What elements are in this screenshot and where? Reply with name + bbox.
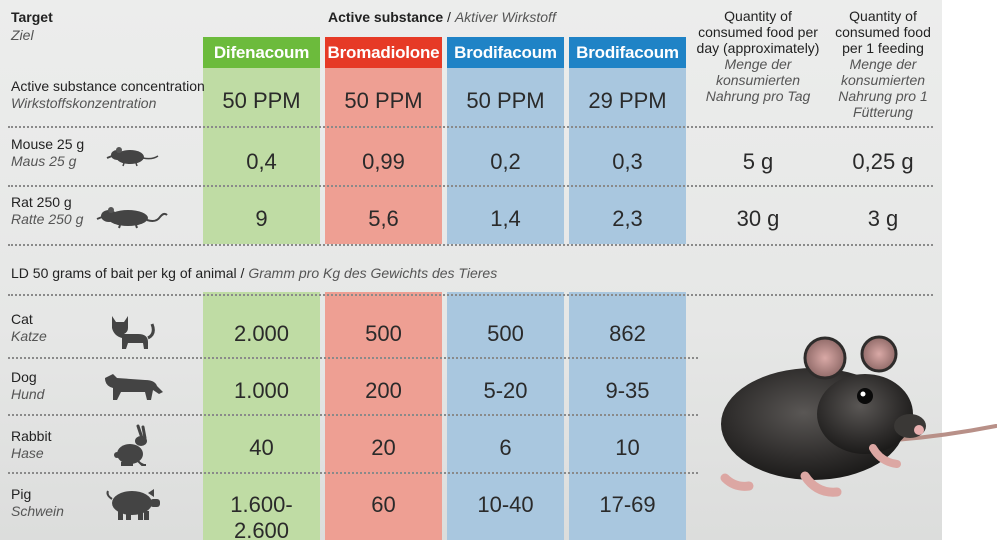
pig-label-en: Pig <box>11 486 32 502</box>
concentration-difenacoum: 50 PPM <box>222 88 301 113</box>
qty-per-feeding-en: Quantity of consumed food per 1 feeding <box>835 8 931 56</box>
rat-difenacoum: 9 <box>255 206 268 231</box>
cat-difenacoum: 2.000 <box>233 321 290 346</box>
cat-label-en: Cat <box>11 311 33 327</box>
cat-icon <box>112 316 155 349</box>
concentration-label-en: Active substance concentration <box>11 78 205 94</box>
mouse-bromadiolone: 0,99 <box>362 149 405 174</box>
difenacoum-column-upper <box>203 68 320 244</box>
rabbit-label: Rabbit Hase <box>11 428 51 462</box>
pig-brodifacoum-50: 10-40 <box>477 492 534 517</box>
dog-icon <box>105 374 163 400</box>
concentration-brodifacoum-50: 50 PPM <box>466 88 545 113</box>
dog-label-de: Hund <box>11 386 45 402</box>
bromadiolone-column-upper <box>325 68 442 244</box>
row-divider <box>8 244 933 246</box>
substance-pill-bromadiolone: Bromadiolone <box>325 37 442 68</box>
rabbit-icon <box>114 424 147 466</box>
substance-heading-de: Aktiver Wirkstoff <box>454 9 556 25</box>
row-divider <box>8 185 933 187</box>
mouse-per-feeding: 0,25 g <box>852 149 914 174</box>
bromadiolone-column-lower <box>325 292 442 540</box>
rat-brodifacoum-50: 1,4 <box>490 206 521 231</box>
rabbit-difenacoum: 40 <box>249 435 274 460</box>
substance-heading: Active substance / Aktiver Wirkstoff <box>328 9 556 25</box>
concentration-label-de: Wirkstoffskonzentration <box>11 95 157 111</box>
dog-difenacoum: 1.000 <box>233 378 290 403</box>
pig-brodifacoum-29: 17-69 <box>599 492 656 517</box>
rat-per-day: 30 g <box>736 206 780 231</box>
cat-bromadiolone: 500 <box>365 321 402 346</box>
target-heading-de: Ziel <box>11 27 34 43</box>
poison-table-sheet: Target Ziel Active substance / Aktiver W… <box>0 0 942 540</box>
ld50-heading: LD 50 grams of bait per kg of animal / G… <box>11 265 497 281</box>
row-divider <box>8 414 698 416</box>
cat-label-de: Katze <box>11 328 47 344</box>
rat-photo-icon <box>720 335 997 497</box>
cat-brodifacoum-29: 862 <box>609 321 646 346</box>
concentration-bromadiolone: 50 PPM <box>344 88 423 113</box>
substance-pill-brodifacoum-29: Brodifacoum <box>569 37 686 68</box>
rat-label-de: Ratte 250 g <box>11 211 84 227</box>
concentration-brodifacoum-29: 29 PPM <box>588 88 667 113</box>
mouse-brodifacoum-29: 0,3 <box>612 149 643 174</box>
target-heading: Target <box>11 9 53 25</box>
cat-brodifacoum-50: 500 <box>487 321 524 346</box>
dog-bromadiolone: 200 <box>365 378 402 403</box>
mouse-brodifacoum-50: 0,2 <box>490 149 521 174</box>
rat-label-en: Rat 250 g <box>11 194 72 210</box>
pig-label: Pig Schwein <box>11 486 64 520</box>
brodifacoum29-column-lower <box>569 292 686 540</box>
substance-pill-difenacoum: Difenacoum <box>203 37 320 68</box>
qty-per-day-en: Quantity of consumed food per day (appro… <box>696 8 820 56</box>
mouse-difenacoum: 0,4 <box>246 149 277 174</box>
substance-heading-sep: / <box>443 9 455 25</box>
rat-per-feeding: 3 g <box>867 206 899 231</box>
rat-icon <box>96 207 168 229</box>
mouse-icon <box>106 147 159 167</box>
rabbit-brodifacoum-29: 10 <box>615 435 640 460</box>
brodifacoum50-column-upper <box>447 68 564 244</box>
cat-label: Cat Katze <box>11 311 47 345</box>
row-divider <box>8 294 933 296</box>
ld50-heading-sep: / <box>236 265 249 281</box>
pig-difenacoum: 1.600-2.600 <box>230 492 293 540</box>
dog-label: Dog Hund <box>11 369 44 403</box>
difenacoum-column-lower <box>203 292 320 540</box>
row-divider <box>8 357 698 359</box>
mouse-label-en: Mouse 25 g <box>11 136 85 152</box>
rat-label: Rat 250 g Ratte 250 g <box>11 194 83 228</box>
substance-heading-en: Active substance <box>328 9 444 25</box>
rabbit-label-en: Rabbit <box>11 428 52 444</box>
pig-bromadiolone: 60 <box>371 492 396 517</box>
mouse-label-de: Maus 25 g <box>11 153 77 169</box>
qty-per-feeding-heading: Quantity of consumed food per 1 feeding … <box>832 8 934 120</box>
qty-per-feeding-de: Menge der konsumierten Nahrung pro 1 Füt… <box>838 56 928 120</box>
rat-brodifacoum-29: 2,3 <box>612 206 643 231</box>
qty-per-day-de: Menge der konsumierten Nahrung pro Tag <box>705 56 811 104</box>
mouse-label: Mouse 25 g Maus 25 g <box>11 136 84 170</box>
brodifacoum29-column-upper <box>569 68 686 244</box>
pig-label-de: Schwein <box>11 503 64 519</box>
rat-bromadiolone: 5,6 <box>368 206 399 231</box>
concentration-label: Active substance concentration Wirkstoff… <box>11 78 205 112</box>
row-divider <box>8 472 698 474</box>
dog-brodifacoum-50: 5-20 <box>483 378 528 403</box>
brodifacoum50-column-lower <box>447 292 564 540</box>
rabbit-brodifacoum-50: 6 <box>499 435 512 460</box>
ld50-heading-de: Gramm pro Kg des Gewichts des Tieres <box>248 265 498 281</box>
ld50-heading-en: LD 50 grams of bait per kg of animal <box>11 265 237 281</box>
substance-pill-brodifacoum-50: Brodifacoum <box>447 37 564 68</box>
pig-icon <box>106 489 160 520</box>
mouse-per-day: 5 g <box>742 149 774 174</box>
dog-brodifacoum-29: 9-35 <box>605 378 650 403</box>
rabbit-bromadiolone: 20 <box>371 435 396 460</box>
dog-label-en: Dog <box>11 369 37 385</box>
qty-per-day-heading: Quantity of consumed food per day (appro… <box>690 8 826 104</box>
row-divider <box>8 126 933 128</box>
rabbit-label-de: Hase <box>11 445 44 461</box>
